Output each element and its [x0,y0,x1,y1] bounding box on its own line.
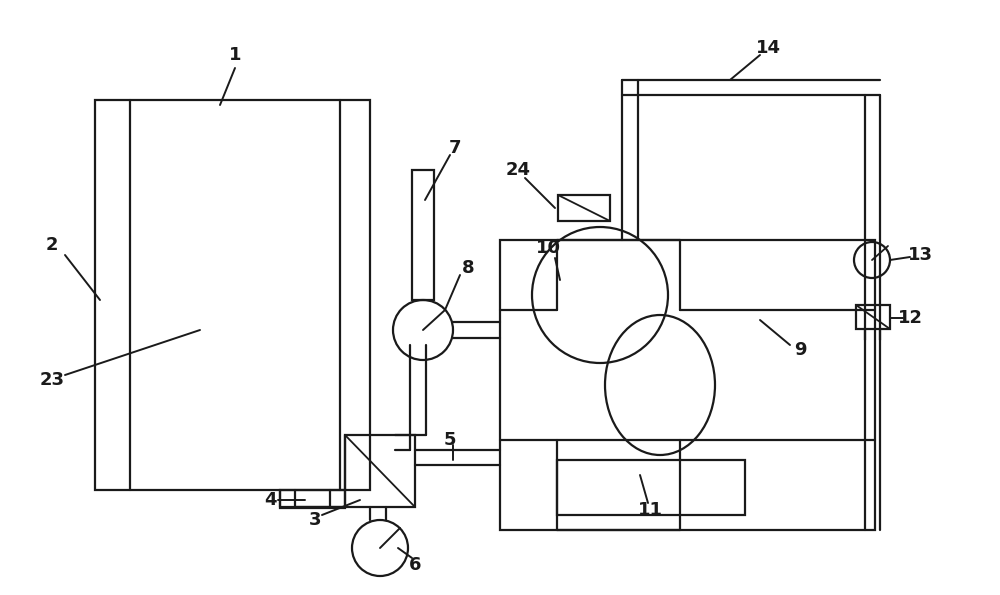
Text: 11: 11 [638,501,662,519]
Text: 9: 9 [794,341,806,359]
Text: 14: 14 [756,39,780,57]
Bar [412,170,434,300]
Bar [280,490,345,508]
Bar [345,435,415,507]
Bar [558,195,610,221]
Text: 1: 1 [229,46,241,64]
Text: 2: 2 [46,236,58,254]
Text: 12: 12 [898,309,922,327]
Text: 24: 24 [506,161,530,179]
Text: 5: 5 [444,431,456,449]
Text: 3: 3 [309,511,321,529]
Text: 10: 10 [536,239,560,257]
Bar [557,460,745,515]
Text: 4: 4 [264,491,276,509]
Text: 6: 6 [409,556,421,574]
Text: 8: 8 [462,259,474,277]
Bar [500,240,875,530]
Text: 23: 23 [40,371,64,389]
Bar [856,305,890,329]
Text: 13: 13 [908,246,933,264]
Bar [95,100,370,490]
Text: 7: 7 [449,139,461,157]
